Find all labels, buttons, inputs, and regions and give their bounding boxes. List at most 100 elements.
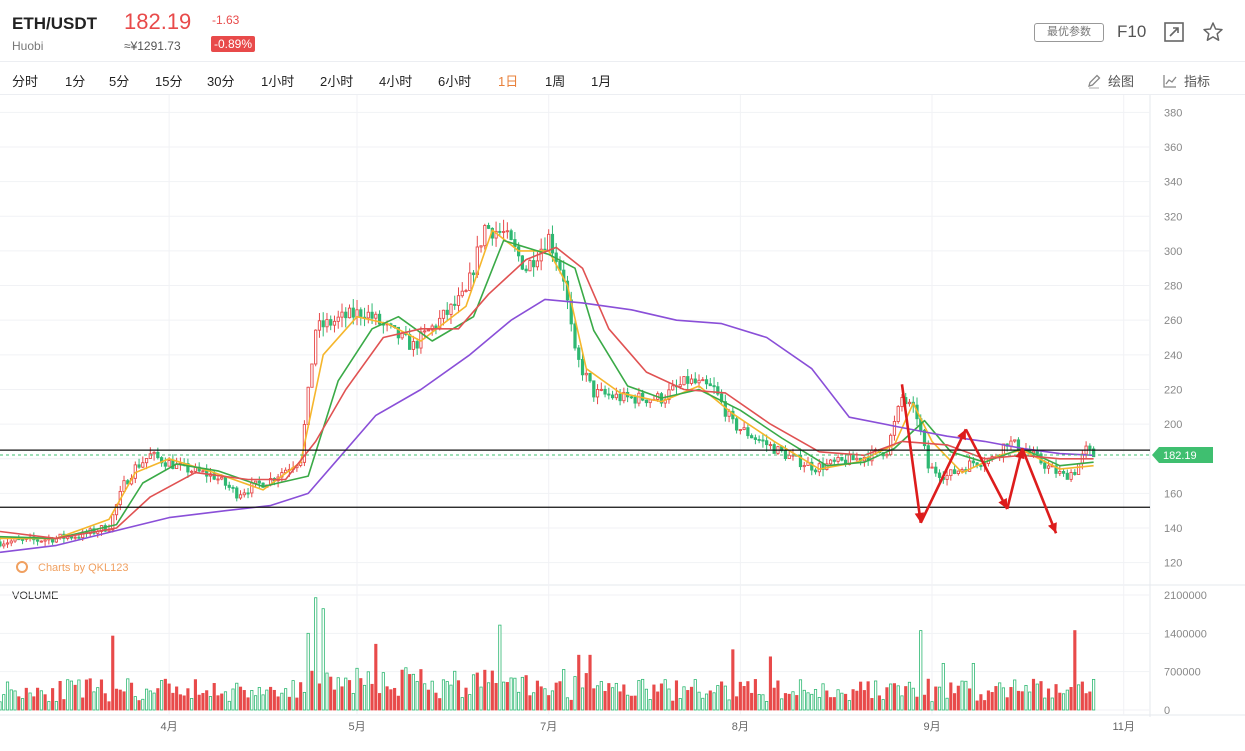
x-tick-label: 9月 [923,721,940,733]
tab-1hour[interactable]: 1小时 [261,74,295,89]
f10-button[interactable]: F10 [1117,22,1147,41]
candle-body [768,444,773,447]
volume-bar [347,680,352,711]
x-tick-label: 11月 [1112,721,1134,733]
volume-bar [250,690,254,711]
tab-4hour[interactable]: 4小时 [379,74,413,89]
volume-bar [704,693,709,711]
tab-5min[interactable]: 5分 [109,74,130,89]
y-tick-label: 280 [1164,281,1182,293]
volume-bar [321,608,325,711]
candle-body [573,323,577,349]
volume-bar [216,695,220,711]
volume-bar [975,700,979,711]
volume-bar [426,689,430,711]
candle-body [325,319,329,328]
volume-bar [393,687,397,711]
indicator-label: 指标 [1184,74,1211,89]
tab-2hour[interactable]: 2小时 [320,74,354,89]
candle-body [408,334,412,350]
volume-bar [118,689,122,711]
volume-bar [205,690,209,711]
watermark: Charts by QKL123 [16,561,129,574]
candle-body [716,386,720,395]
volume-bar [971,663,975,711]
candle-body [310,363,314,388]
volume-bar [798,679,803,711]
candle-body [757,439,761,441]
draw-label: 绘图 [1108,74,1135,89]
star-icon[interactable] [1202,21,1224,43]
tab-1week[interactable]: 1周 [545,74,566,89]
volume-bar [468,694,472,711]
volume-bar [509,677,513,711]
volume-bar [494,683,498,711]
candle-body [765,440,769,446]
tab-timeline[interactable]: 分时 [12,74,39,89]
draw-tool-button[interactable]: 绘图 [1086,71,1134,90]
volume-bar [385,686,389,711]
volume-bar [919,630,923,711]
watermark-logo [16,561,28,573]
volume-bar [366,671,370,711]
indicator-button[interactable]: 指标 [1162,71,1210,90]
candle-body [426,329,431,332]
candle-body [697,379,701,384]
volume-bar [859,681,863,711]
candle-body [524,268,528,272]
tab-1min[interactable]: 1分 [65,74,86,89]
y-tick-label: 240 [1164,350,1182,362]
volume-bar [539,686,543,711]
timeframe-toolbar: 分时 1分 5分 15分 30分 1小时 2小时 4小时 6小时 1日 1周 1… [0,63,1245,95]
candle-body [1061,470,1066,474]
candle-body [227,484,231,488]
volume-bar [141,698,145,711]
price-chart[interactable]: 1201401601802002202402602803003203403603… [0,95,1245,751]
candle-body [599,388,603,391]
volume-bar [88,678,92,711]
volume-bar [340,686,344,711]
volume-bar [599,681,603,711]
tab-6hour[interactable]: 6小时 [438,74,472,89]
candle-body [772,444,776,454]
tab-15min[interactable]: 15分 [155,74,183,89]
annotation-segment [964,428,1009,510]
candle-body [825,463,829,470]
candle-body [701,379,705,382]
tab-1day[interactable]: 1日 [498,74,519,89]
candle-body [69,536,74,539]
ma-line-purple [0,298,1094,554]
volume-bar [960,680,964,711]
tab-30min[interactable]: 30分 [207,74,235,89]
volume-bar [994,686,998,711]
candle-body [347,307,352,319]
candle-body [712,385,716,388]
volume-bar [595,685,600,711]
candle-body [163,462,167,467]
volume-bar [1043,697,1047,711]
candle-body [787,454,791,460]
optimal-params-button[interactable]: 最优参数 [1034,23,1104,42]
volume-bar [930,701,934,711]
volume-bar [776,680,780,711]
volume-bar [753,679,757,711]
volume-bar [738,681,742,711]
volume-bar [757,694,761,711]
volume-bar [460,697,464,711]
candle-body [0,541,2,547]
volume-bar [272,689,276,711]
volume-bar [310,670,314,711]
volume-bar [430,680,434,711]
volume-bar [336,677,340,711]
ma-line-green [0,239,1094,540]
volume-bar [381,672,385,711]
candle-body [216,478,220,481]
volume-bar [163,678,167,711]
volume-bar [663,679,667,711]
volume-bar [160,680,164,711]
tab-1month[interactable]: 1月 [591,74,612,89]
volume-bar [498,624,502,711]
annotation-segment [900,384,923,524]
expand-icon[interactable] [1163,21,1185,43]
volume-bar [434,692,438,711]
